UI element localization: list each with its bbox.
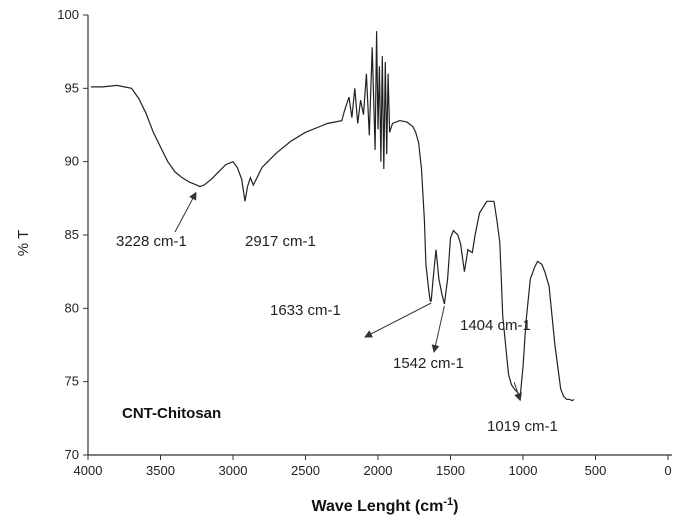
x-tick-label: 4000: [74, 463, 103, 478]
y-tick-label: 95: [65, 80, 79, 95]
annotation-arrows: [174, 191, 522, 402]
arrow-1542: [431, 305, 445, 353]
y-tick-label: 85: [65, 227, 79, 242]
peak-label: 3228 cm-1: [116, 233, 187, 250]
y-tick-label: 75: [65, 374, 79, 389]
y-tick-label: 70: [65, 447, 79, 462]
peak-label: 1542 cm-1: [393, 355, 464, 372]
peak-label: 1019 cm-1: [487, 418, 558, 435]
x-tick-label: 0: [664, 463, 671, 478]
peak-label: 1404 cm-1: [460, 317, 531, 334]
y-axis-ticks: 70 75 80 85 90 95 100: [57, 7, 88, 462]
x-tick-label: 2500: [291, 463, 320, 478]
y-axis-title: % T: [15, 230, 32, 256]
x-axis-title: Wave Lenght (cm-1): [312, 496, 459, 515]
arrow-1633: [364, 302, 432, 338]
arrow-1019: [513, 382, 522, 402]
y-tick-label: 100: [57, 7, 79, 22]
peak-label: 2917 cm-1: [245, 233, 316, 250]
peak-label: 1633 cm-1: [270, 302, 341, 319]
x-tick-label: 1500: [436, 463, 465, 478]
x-tick-label: 3000: [219, 463, 248, 478]
x-tick-label: 1000: [509, 463, 538, 478]
sample-label: CNT-Chitosan: [122, 405, 221, 422]
x-tick-label: 500: [585, 463, 607, 478]
arrow-3228: [174, 191, 197, 233]
x-axis-ticks: 4000 3500 3000 2500 2000 1500 1000 500 0: [74, 455, 672, 478]
y-tick-label: 90: [65, 154, 79, 169]
x-tick-label: 3500: [146, 463, 175, 478]
x-tick-label: 2000: [364, 463, 393, 478]
peak-annotations: 3228 cm-1 2917 cm-1 1633 cm-1 1542 cm-1 1404…: [116, 233, 558, 435]
spectrum-line: [90, 31, 575, 402]
y-tick-label: 80: [65, 300, 79, 315]
